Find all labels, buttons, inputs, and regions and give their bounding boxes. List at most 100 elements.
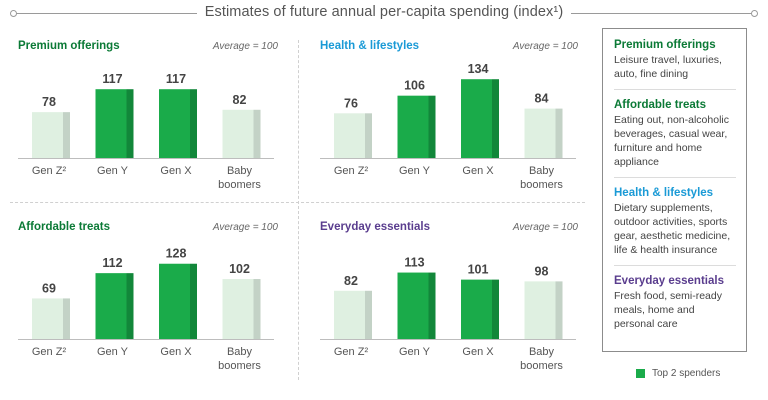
bar bbox=[334, 290, 372, 339]
chart-panel-premium-offerings: Premium offerings Average = 100 78 Gen Z²… bbox=[18, 40, 278, 200]
category-tick-label: Baby boomers bbox=[520, 165, 563, 191]
bar-face bbox=[32, 112, 63, 158]
panel-divider-horizontal bbox=[10, 202, 585, 203]
category-tick-label: Gen Z² bbox=[32, 346, 67, 358]
title-rule-right-dot bbox=[751, 10, 758, 17]
bar-face bbox=[222, 109, 254, 158]
category-tick-label: Gen X bbox=[160, 165, 192, 177]
category-tick-label: Gen Z² bbox=[32, 165, 67, 177]
panel-average-note: Average = 100 bbox=[512, 222, 578, 233]
bar-side bbox=[492, 279, 499, 339]
category-tick-label: Gen X bbox=[462, 346, 494, 358]
category-tick-label: Gen X bbox=[160, 346, 192, 358]
panel-title: Premium offerings bbox=[18, 40, 120, 52]
legend-item-health-lifestyles: Health & lifestyles Dietary supplements,… bbox=[614, 187, 736, 266]
bar-chart: 76 Gen Z² 106 Gen Y 134 Gen X 84 Baby boomers bbox=[320, 62, 576, 191]
bar-side bbox=[365, 290, 372, 339]
panel-title: Affordable treats bbox=[18, 221, 111, 233]
panel-title: Health & lifestyles bbox=[320, 40, 420, 52]
bar-face bbox=[334, 290, 365, 339]
bar-side bbox=[428, 95, 436, 158]
bar-chart: 69 Gen Z² 112 Gen Y 128 Gen X 102 Baby boomers bbox=[18, 247, 274, 372]
top-spender-bar bbox=[461, 79, 499, 158]
bar bbox=[524, 281, 563, 339]
legend-item-description: Fresh food, semi-ready meals, home and p… bbox=[614, 290, 722, 330]
bar-value-label: 134 bbox=[468, 62, 489, 76]
bar bbox=[222, 279, 261, 339]
legend-item-title: Affordable treats bbox=[614, 99, 707, 111]
legend-item-description: Dietary supplements, outdoor activities,… bbox=[614, 202, 731, 256]
legend-item-description: Eating out, non-alcoholic beverages, cas… bbox=[614, 114, 729, 168]
category-tick-label: Gen Y bbox=[97, 346, 129, 358]
category-tick-label: Baby boomers bbox=[520, 346, 563, 372]
bar-face bbox=[334, 113, 365, 158]
top-spenders-label: Top 2 spenders bbox=[652, 368, 721, 379]
panel-average-note: Average = 100 bbox=[212, 222, 278, 233]
legend-item-affordable-treats: Affordable treats Eating out, non-alcoho… bbox=[614, 99, 736, 178]
bar bbox=[334, 113, 372, 158]
legend-item-title: Health & lifestyles bbox=[614, 187, 714, 199]
bar-value-label: 106 bbox=[404, 79, 425, 93]
bar-side bbox=[253, 109, 261, 158]
bar-face bbox=[32, 298, 63, 339]
bar-face bbox=[95, 273, 127, 339]
bar-value-label: 98 bbox=[535, 264, 549, 278]
bar-face bbox=[461, 79, 492, 158]
top-spender-bar bbox=[397, 95, 436, 158]
bar-value-label: 117 bbox=[166, 72, 186, 86]
category-tick-label: Gen Z² bbox=[334, 346, 369, 358]
bar-face bbox=[95, 89, 127, 158]
bar-side bbox=[555, 108, 563, 158]
legend-item-title: Premium offerings bbox=[614, 39, 716, 51]
bar-side bbox=[63, 298, 70, 339]
chart-panel-health-lifestyles: Health & lifestyles Average = 100 76 Gen … bbox=[320, 40, 578, 200]
top-spender-bar bbox=[397, 272, 436, 339]
category-tick-label: Gen Y bbox=[399, 165, 431, 177]
bar-face bbox=[397, 95, 429, 158]
bar bbox=[32, 298, 70, 339]
category-tick-label: Gen Y bbox=[97, 165, 129, 177]
bar-value-label: 117 bbox=[102, 72, 122, 86]
bar-side bbox=[190, 263, 197, 339]
category-legend: Premium offerings Leisure travel, luxuri… bbox=[602, 28, 747, 352]
bar-side bbox=[253, 279, 261, 339]
top-spender-bar bbox=[95, 273, 134, 339]
bar bbox=[524, 108, 563, 158]
category-tick-label: Gen Z² bbox=[334, 165, 369, 177]
bar-side bbox=[555, 281, 563, 339]
bar-value-label: 101 bbox=[468, 263, 489, 277]
bar-value-label: 112 bbox=[102, 256, 122, 270]
bar-value-label: 82 bbox=[233, 93, 247, 107]
panel-average-note: Average = 100 bbox=[512, 41, 578, 52]
legend-item-everyday-essentials: Everyday essentials Fresh food, semi-rea… bbox=[614, 275, 736, 339]
bar-value-label: 82 bbox=[344, 274, 358, 288]
bar-side bbox=[365, 113, 372, 158]
category-tick-label: Baby boomers bbox=[218, 346, 261, 372]
bar-side bbox=[63, 112, 70, 158]
bar-chart: 82 Gen Z² 113 Gen Y 101 Gen X 98 Baby boomers bbox=[320, 256, 576, 372]
bar-value-label: 69 bbox=[42, 281, 56, 295]
bar-value-label: 113 bbox=[404, 256, 424, 270]
bar-value-label: 102 bbox=[229, 262, 250, 276]
category-tick-label: Gen Y bbox=[399, 346, 431, 358]
legend-item-title: Everyday essentials bbox=[614, 275, 724, 287]
panel-title: Everyday essentials bbox=[320, 221, 430, 233]
bar-value-label: 76 bbox=[344, 96, 358, 110]
bar-side bbox=[428, 272, 436, 339]
legend-item-premium-offerings: Premium offerings Leisure travel, luxuri… bbox=[614, 39, 736, 90]
top-spender-bar bbox=[159, 89, 197, 158]
bar-face bbox=[524, 108, 556, 158]
bar-side bbox=[126, 89, 134, 158]
bar-value-label: 78 bbox=[42, 95, 56, 109]
top-spender-bar bbox=[159, 263, 197, 339]
chart-panel-affordable-treats: Affordable treats Average = 100 69 Gen Z²… bbox=[18, 221, 278, 386]
bar bbox=[32, 112, 70, 158]
bar-face bbox=[159, 89, 190, 158]
category-tick-label: Gen X bbox=[462, 165, 494, 177]
bar-face bbox=[222, 279, 254, 339]
chart-panel-everyday-essentials: Everyday essentials Average = 100 82 Gen … bbox=[320, 221, 578, 386]
bar-side bbox=[126, 273, 134, 339]
chart-title: Estimates of future annual per-capita sp… bbox=[0, 4, 768, 20]
bar-value-label: 128 bbox=[166, 247, 187, 261]
panel-divider-vertical bbox=[298, 40, 299, 380]
